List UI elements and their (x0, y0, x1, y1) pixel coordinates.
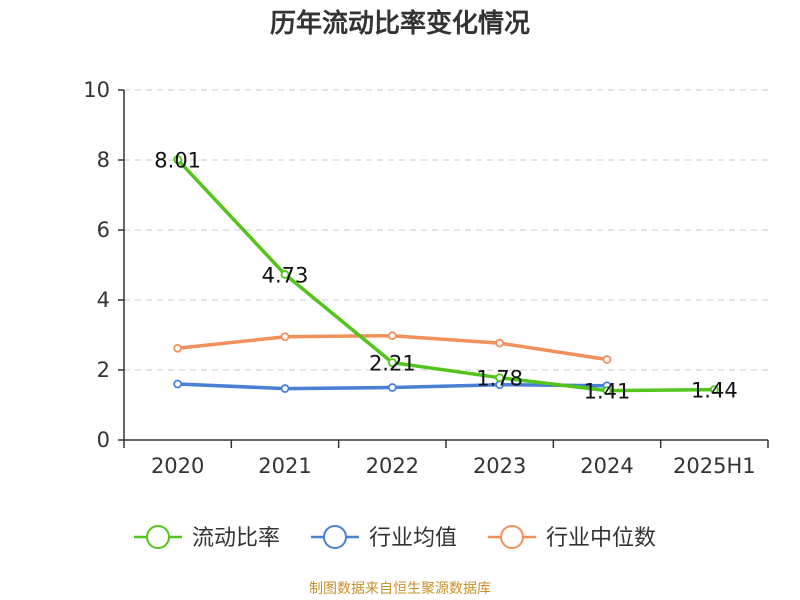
data-point (495, 373, 505, 383)
data-point (602, 386, 612, 396)
data-point (709, 385, 719, 395)
data-point (280, 332, 290, 342)
legend-marker (323, 525, 347, 549)
data-point (387, 331, 397, 341)
data-point (173, 155, 183, 165)
data-label: 1.44 (691, 379, 738, 403)
data-point (387, 383, 397, 392)
y-tick-label: 8 (97, 148, 110, 172)
legend-label: 行业均值 (369, 526, 457, 551)
source-note: 制图数据来自恒生聚源数据库 (309, 581, 491, 597)
series-line (175, 157, 717, 393)
legend-marker (146, 525, 170, 549)
x-tick-label: 2023 (473, 454, 526, 478)
y-tick-label: 2 (97, 358, 110, 382)
data-label: 1.78 (476, 367, 523, 391)
data-label: 1.41 (584, 380, 631, 404)
data-point (173, 343, 183, 353)
data-point (280, 384, 290, 393)
legend-label: 行业中位数 (546, 526, 656, 551)
y-tick-label: 4 (97, 288, 110, 312)
data-label: 4.73 (262, 263, 309, 287)
legend-marker (500, 525, 524, 549)
x-tick-label: 2024 (580, 454, 633, 478)
legend-label: 流动比率 (192, 526, 280, 551)
x-tick-label: 2022 (366, 454, 419, 478)
x-tick-label: 2025H1 (673, 454, 756, 478)
data-point (280, 270, 290, 279)
data-point (173, 379, 183, 389)
data-label: 8.01 (154, 149, 201, 173)
y-tick-label: 10 (83, 78, 110, 102)
data-point (602, 355, 612, 364)
data-point (495, 338, 505, 348)
data-point (387, 358, 397, 368)
x-tick-label: 2020 (151, 454, 204, 478)
y-tick-label: 0 (97, 428, 110, 452)
data-label: 2.21 (369, 352, 416, 376)
chart-title: 历年流动比率变化情况 (269, 9, 530, 39)
x-tick-label: 2021 (258, 454, 311, 478)
y-tick-label: 6 (97, 218, 110, 242)
